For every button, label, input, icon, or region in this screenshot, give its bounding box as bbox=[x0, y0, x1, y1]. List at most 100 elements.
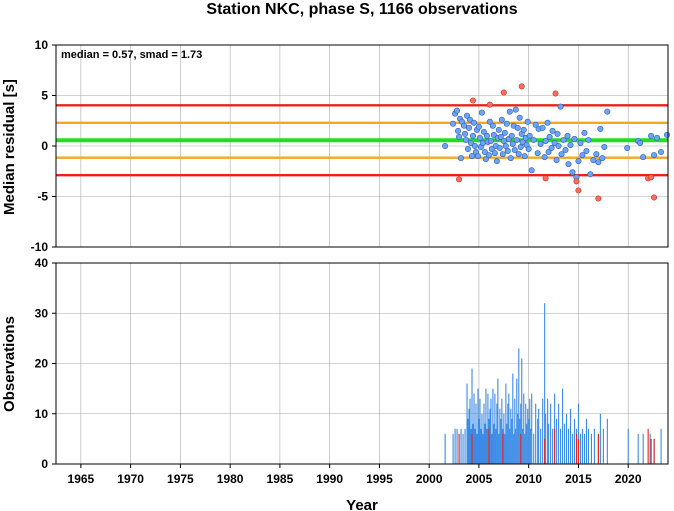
observation-bar bbox=[514, 398, 516, 464]
residual-point bbox=[663, 131, 670, 138]
observation-outlier-bar bbox=[650, 438, 652, 465]
residual-point bbox=[558, 151, 565, 158]
residual-point bbox=[557, 103, 564, 110]
observation-bars bbox=[444, 303, 662, 465]
residual-point bbox=[579, 152, 586, 159]
residual-point bbox=[542, 137, 549, 144]
observation-bar bbox=[538, 408, 540, 464]
residual-point bbox=[487, 137, 494, 144]
residual-point bbox=[571, 135, 578, 142]
residual-point bbox=[504, 148, 511, 155]
observation-outlier-bar bbox=[597, 433, 599, 464]
year-x-tick-label: 1990 bbox=[316, 472, 343, 486]
observation-bar bbox=[524, 433, 526, 464]
observation-outlier-bar bbox=[577, 438, 580, 465]
observation-bar bbox=[548, 423, 550, 464]
observation-bar bbox=[492, 388, 494, 465]
residual-point bbox=[458, 155, 465, 162]
observations-y-axis-label: Observations bbox=[1, 316, 18, 412]
observation-outlier-bar bbox=[544, 438, 546, 465]
observation-outlier-bar bbox=[502, 433, 504, 464]
observation-bar bbox=[567, 428, 570, 464]
residual-outlier-point bbox=[595, 195, 602, 202]
residual-point bbox=[476, 134, 483, 141]
observation-bar bbox=[540, 428, 542, 464]
residual-point bbox=[481, 149, 488, 156]
residual-point bbox=[509, 140, 516, 147]
residual-point bbox=[499, 151, 506, 158]
residual-outlier-point bbox=[486, 101, 493, 108]
observations-y-tick-label: 10 bbox=[35, 407, 49, 421]
residual-point bbox=[517, 144, 524, 151]
observation-bar bbox=[627, 428, 629, 464]
observation-bar bbox=[660, 428, 662, 464]
year-x-tick-label: 1985 bbox=[267, 472, 294, 486]
observation-bar bbox=[456, 428, 458, 464]
residual-point bbox=[500, 137, 507, 144]
residual-point bbox=[498, 116, 505, 123]
residual-point bbox=[493, 158, 500, 165]
residual-point bbox=[442, 143, 449, 150]
residual-point bbox=[549, 127, 556, 134]
observations-y-tick-label: 20 bbox=[35, 357, 49, 371]
residual-point bbox=[537, 140, 544, 147]
observation-bar bbox=[491, 433, 493, 464]
residual-point bbox=[464, 146, 471, 153]
year-x-tick-label: 2020 bbox=[615, 472, 642, 486]
residual-point bbox=[532, 121, 539, 128]
residual-point bbox=[530, 136, 537, 143]
observation-bar bbox=[527, 408, 529, 464]
observation-outlier-bar bbox=[471, 433, 473, 464]
observation-bar bbox=[462, 433, 464, 464]
observation-bar bbox=[444, 433, 446, 464]
residual-point bbox=[502, 143, 509, 150]
observation-bar bbox=[560, 428, 562, 464]
residual-point bbox=[577, 139, 584, 146]
observation-bar bbox=[508, 393, 510, 464]
observation-bar bbox=[515, 428, 517, 464]
observation-bar bbox=[528, 418, 530, 464]
observation-bar bbox=[490, 398, 492, 464]
observation-bar bbox=[566, 413, 568, 464]
year-x-tick-label: 2015 bbox=[565, 472, 592, 486]
residual-point bbox=[553, 157, 560, 164]
residual-point bbox=[511, 147, 518, 154]
observation-bar bbox=[501, 398, 503, 464]
observation-bar bbox=[513, 433, 515, 464]
residual-point bbox=[581, 129, 588, 136]
observation-bar bbox=[498, 433, 500, 464]
observation-bar bbox=[525, 403, 527, 464]
residual-point bbox=[465, 124, 472, 131]
residual-point bbox=[474, 153, 481, 160]
observation-bar bbox=[468, 408, 470, 464]
residual-y-tick-label: 0 bbox=[41, 139, 48, 153]
observation-bar bbox=[484, 423, 486, 464]
residual-outlier-point bbox=[573, 178, 580, 185]
residual-point bbox=[597, 125, 604, 132]
observation-bar bbox=[452, 433, 454, 464]
residual-point bbox=[508, 132, 515, 139]
observation-bar bbox=[499, 408, 501, 464]
residual-point bbox=[462, 136, 469, 143]
residual-point bbox=[595, 159, 602, 166]
residual-point bbox=[491, 150, 498, 157]
residual-point bbox=[539, 124, 546, 131]
residual-point bbox=[470, 119, 477, 126]
observation-bar bbox=[602, 428, 604, 464]
observation-outlier-bar bbox=[653, 438, 655, 465]
observations-y-ticks: 0 10 20 30 40 bbox=[35, 256, 56, 471]
observation-bar bbox=[569, 408, 572, 464]
observation-bar bbox=[483, 403, 485, 464]
observation-bar bbox=[542, 398, 544, 464]
residual-y-tick-label: -5 bbox=[37, 190, 48, 204]
observation-bar bbox=[480, 428, 482, 464]
observation-bar bbox=[550, 403, 552, 464]
year-x-axis-label: Year bbox=[346, 497, 378, 511]
residual-point bbox=[485, 152, 492, 159]
residual-point bbox=[583, 148, 590, 155]
residual-point bbox=[541, 154, 548, 161]
observation-bar bbox=[505, 383, 507, 464]
residual-point bbox=[514, 124, 521, 131]
residual-point bbox=[489, 122, 496, 129]
